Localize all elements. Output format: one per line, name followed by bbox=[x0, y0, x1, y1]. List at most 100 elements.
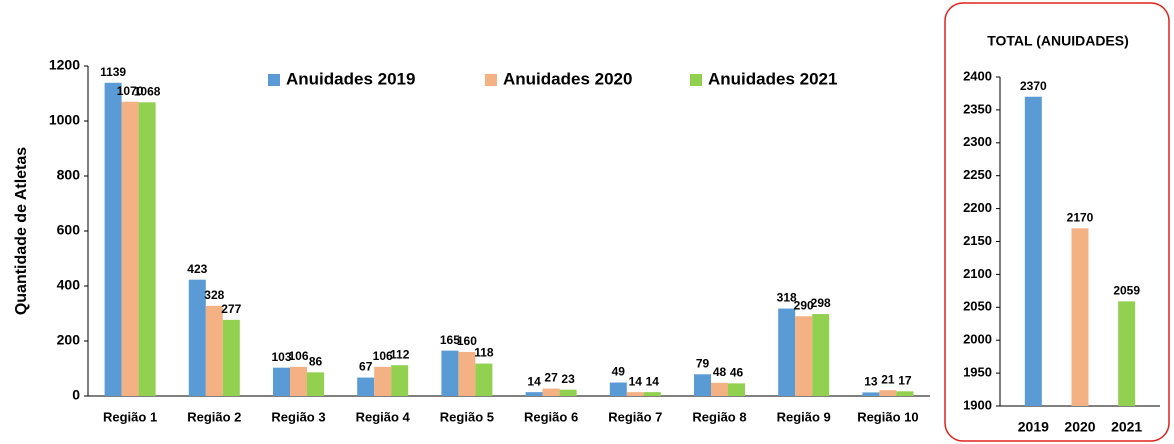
bar bbox=[458, 352, 476, 396]
y-tick-label: 2200 bbox=[963, 200, 992, 215]
value-label: 318 bbox=[777, 291, 797, 305]
y-tick-label: 1900 bbox=[963, 397, 992, 412]
bar bbox=[1071, 228, 1089, 406]
value-label: 13 bbox=[864, 375, 878, 389]
value-label: 290 bbox=[794, 298, 814, 312]
y-tick-label: 2000 bbox=[963, 332, 992, 347]
value-label: 160 bbox=[457, 334, 477, 348]
value-label: 2059 bbox=[1113, 284, 1140, 298]
y-tick-label: 2250 bbox=[963, 167, 992, 182]
bar bbox=[138, 102, 156, 397]
y-tick-label: 1950 bbox=[963, 365, 992, 380]
y-tick-label: 2150 bbox=[963, 233, 992, 248]
x-tick-label: 2021 bbox=[1111, 419, 1142, 435]
bar bbox=[391, 365, 409, 396]
value-label: 49 bbox=[612, 365, 626, 379]
x-tick-label: 2020 bbox=[1064, 419, 1095, 435]
legend-swatch bbox=[690, 74, 702, 86]
x-tick-label: Região 3 bbox=[271, 409, 325, 424]
bar bbox=[441, 350, 459, 396]
bar bbox=[104, 82, 122, 397]
value-label: 112 bbox=[390, 347, 410, 361]
bar bbox=[475, 363, 493, 396]
y-tick-label: 2300 bbox=[963, 134, 992, 149]
bar bbox=[862, 392, 880, 396]
value-label: 46 bbox=[730, 366, 744, 380]
y-tick-label: 400 bbox=[57, 277, 81, 293]
value-label: 106 bbox=[288, 349, 308, 363]
value-label: 21 bbox=[881, 372, 895, 386]
value-label: 67 bbox=[359, 360, 373, 374]
value-label: 423 bbox=[187, 262, 207, 276]
x-tick-label: Região 9 bbox=[777, 409, 831, 424]
bar bbox=[694, 374, 711, 396]
legend-label: Anuidades 2021 bbox=[708, 69, 837, 88]
bar bbox=[205, 305, 223, 396]
y-tick-label: 2050 bbox=[963, 299, 992, 314]
bar bbox=[795, 316, 813, 396]
bar bbox=[626, 392, 644, 396]
value-label: 48 bbox=[713, 365, 727, 379]
value-label: 328 bbox=[204, 288, 224, 302]
y-tick-label: 200 bbox=[57, 332, 81, 348]
value-label: 14 bbox=[646, 374, 660, 388]
bar bbox=[609, 382, 627, 396]
y-tick-label: 2400 bbox=[963, 68, 992, 83]
legend-swatch bbox=[485, 74, 497, 86]
value-label: 14 bbox=[629, 374, 643, 388]
x-tick-label: Região 8 bbox=[692, 409, 746, 424]
bar bbox=[525, 392, 543, 396]
bar bbox=[273, 367, 290, 396]
bar bbox=[1024, 96, 1042, 407]
x-tick-label: Região 10 bbox=[857, 409, 918, 424]
y-tick-label: 800 bbox=[57, 167, 81, 183]
value-label: 14 bbox=[527, 374, 541, 388]
value-label: 27 bbox=[544, 371, 558, 385]
bar bbox=[121, 101, 139, 396]
value-label: 2170 bbox=[1067, 211, 1094, 225]
legend-label: Anuidades 2019 bbox=[286, 69, 415, 88]
y-tick-label: 0 bbox=[72, 387, 80, 403]
value-label: 17 bbox=[898, 373, 912, 387]
x-tick-label: Região 1 bbox=[103, 409, 157, 424]
bar bbox=[896, 391, 914, 396]
bar bbox=[778, 308, 796, 396]
value-label: 103 bbox=[271, 350, 291, 364]
value-label: 1139 bbox=[100, 65, 126, 79]
y-tick-label: 600 bbox=[57, 222, 81, 238]
y-tick-label: 2100 bbox=[963, 266, 992, 281]
value-label: 106 bbox=[373, 349, 393, 363]
value-label: 1068 bbox=[134, 84, 161, 98]
bar bbox=[542, 388, 560, 396]
y-tick-label: 1000 bbox=[49, 112, 80, 128]
bar bbox=[188, 279, 206, 396]
bar bbox=[559, 389, 577, 396]
x-tick-label: Região 7 bbox=[608, 409, 662, 424]
y-tick-label: 2350 bbox=[963, 101, 992, 116]
bar bbox=[374, 366, 392, 396]
bar bbox=[1118, 301, 1136, 406]
bar bbox=[357, 377, 375, 396]
bar bbox=[711, 382, 728, 396]
value-label: 1070 bbox=[117, 84, 144, 98]
value-label: 23 bbox=[561, 372, 575, 386]
value-label: 165 bbox=[440, 333, 460, 347]
value-label: 79 bbox=[696, 356, 710, 370]
value-label: 298 bbox=[811, 296, 831, 310]
value-label: 277 bbox=[221, 302, 241, 316]
x-tick-label: Região 4 bbox=[356, 409, 411, 424]
value-label: 118 bbox=[474, 346, 494, 360]
legend-label: Anuidades 2020 bbox=[503, 69, 632, 88]
value-label: 2370 bbox=[1020, 79, 1047, 93]
bar bbox=[290, 366, 307, 396]
x-tick-label: Região 2 bbox=[187, 409, 241, 424]
bar bbox=[643, 392, 661, 396]
total-frame bbox=[944, 2, 1170, 442]
value-label: 86 bbox=[309, 355, 323, 369]
bar bbox=[728, 383, 745, 396]
bar bbox=[222, 319, 240, 396]
x-tick-label: Região 6 bbox=[524, 409, 578, 424]
y-axis-label: Quantidade de Atletas bbox=[13, 147, 30, 315]
bar bbox=[812, 314, 830, 396]
